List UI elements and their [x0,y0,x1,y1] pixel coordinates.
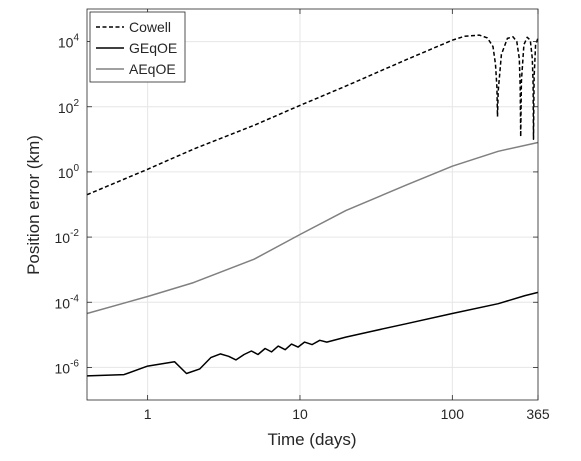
y-tick-label: 100 [58,163,80,181]
series-line-cowell [86,34,539,196]
x-ticks: 1 10 100 365 [144,9,550,422]
legend-label-geqoe: GEqOE [129,40,177,56]
y-tick-base: 10 [55,360,71,376]
legend-box [89,11,186,83]
y-tick-exponent: -4 [70,293,79,304]
y-tick-base: 10 [58,165,74,181]
y-tick-base: 10 [58,100,74,116]
y-tick-base: 10 [55,295,71,311]
series-line-aeqoe [86,141,539,315]
legend-label-aeqoe: AEqOE [129,61,176,77]
x-tick-label: 10 [292,406,308,422]
y-axis-label: Position error (km) [24,135,43,275]
grid [87,9,539,400]
y-tick-label: 10-6 [55,358,80,376]
y-tick-exponent: -2 [70,228,79,239]
y-tick-base: 10 [55,230,71,246]
series-line-geqoe [86,291,539,377]
y-tick-exponent: 4 [73,33,79,44]
x-axis-label: Time (days) [267,430,356,449]
y-tick-exponent: 2 [73,98,79,109]
y-tick-label: 102 [58,98,80,116]
legend-label-cowell: Cowell [129,19,171,35]
y-tick-base: 10 [58,35,74,51]
legend: Cowell GEqOE AEqOE [89,11,186,83]
plot-frame [86,8,539,401]
x-tick-label: 100 [441,406,465,422]
y-tick-exponent: 0 [73,163,79,174]
series-layer [86,34,539,377]
y-tick-label: 10-4 [55,293,80,311]
y-tick-label: 10-2 [55,228,80,246]
y-tick-exponent: -6 [70,358,79,369]
x-tick-label: 1 [144,406,152,422]
x-tick-label: 365 [526,406,550,422]
y-tick-label: 104 [58,33,80,51]
